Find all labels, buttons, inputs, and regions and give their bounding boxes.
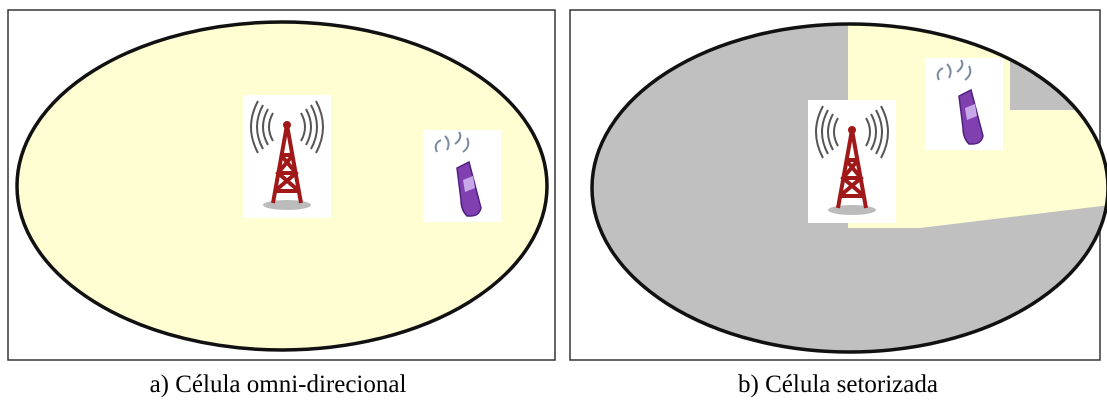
phone-icon xyxy=(925,58,1003,150)
caption: a) Célula omni-direcional xyxy=(150,371,407,398)
tower-icon xyxy=(808,100,896,223)
caption: b) Célula setorizada xyxy=(738,371,938,398)
tower-icon xyxy=(243,95,331,218)
diagram: a) Célula omni-direcional b) Célula seto… xyxy=(0,0,1107,401)
phone-icon xyxy=(423,130,501,222)
